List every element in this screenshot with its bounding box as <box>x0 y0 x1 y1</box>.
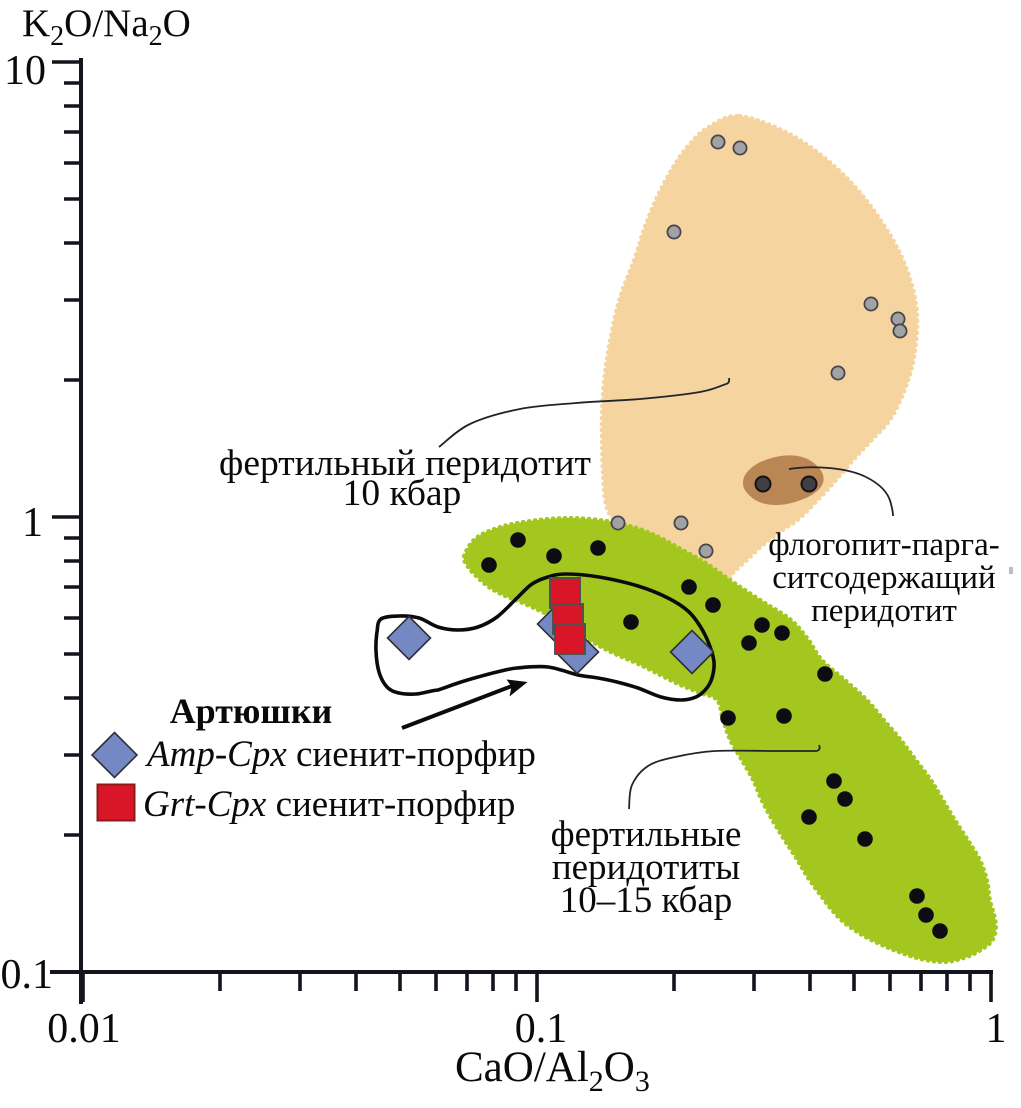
svg-text:Amp-Cpx сиенит-порфир: Amp-Cpx сиенит-порфир <box>144 734 536 775</box>
svg-text:0.1: 0.1 <box>1 952 54 998</box>
svg-text:CaO/Al2O3: CaO/Al2O3 <box>455 1044 650 1098</box>
svg-text:10: 10 <box>4 48 46 94</box>
svg-text:0.01: 0.01 <box>47 1006 121 1052</box>
svg-text:флогопит-парга-: флогопит-парга- <box>768 527 999 563</box>
svg-text:10–15 кбар: 10–15 кбар <box>560 880 733 921</box>
svg-text:перидотит: перидотит <box>811 593 957 629</box>
svg-text:ситсодержащий: ситсодержащий <box>772 560 995 596</box>
svg-text:фертильные: фертильные <box>551 814 742 855</box>
svg-text:Артюшки: Артюшки <box>170 691 333 731</box>
svg-text:фертильный перидотит: фертильный перидотит <box>219 443 591 484</box>
svg-text:перидотиты: перидотиты <box>552 847 740 888</box>
svg-text:K2O/Na2O: K2O/Na2O <box>22 2 191 52</box>
svg-text:1: 1 <box>986 1006 1007 1052</box>
svg-text:Grt-Cpx сиенит-порфир: Grt-Cpx сиенит-порфир <box>143 784 515 825</box>
svg-text:1: 1 <box>22 500 43 546</box>
svg-text:10 кбар: 10 кбар <box>343 473 462 514</box>
svg-text:0.1: 0.1 <box>515 1006 568 1052</box>
